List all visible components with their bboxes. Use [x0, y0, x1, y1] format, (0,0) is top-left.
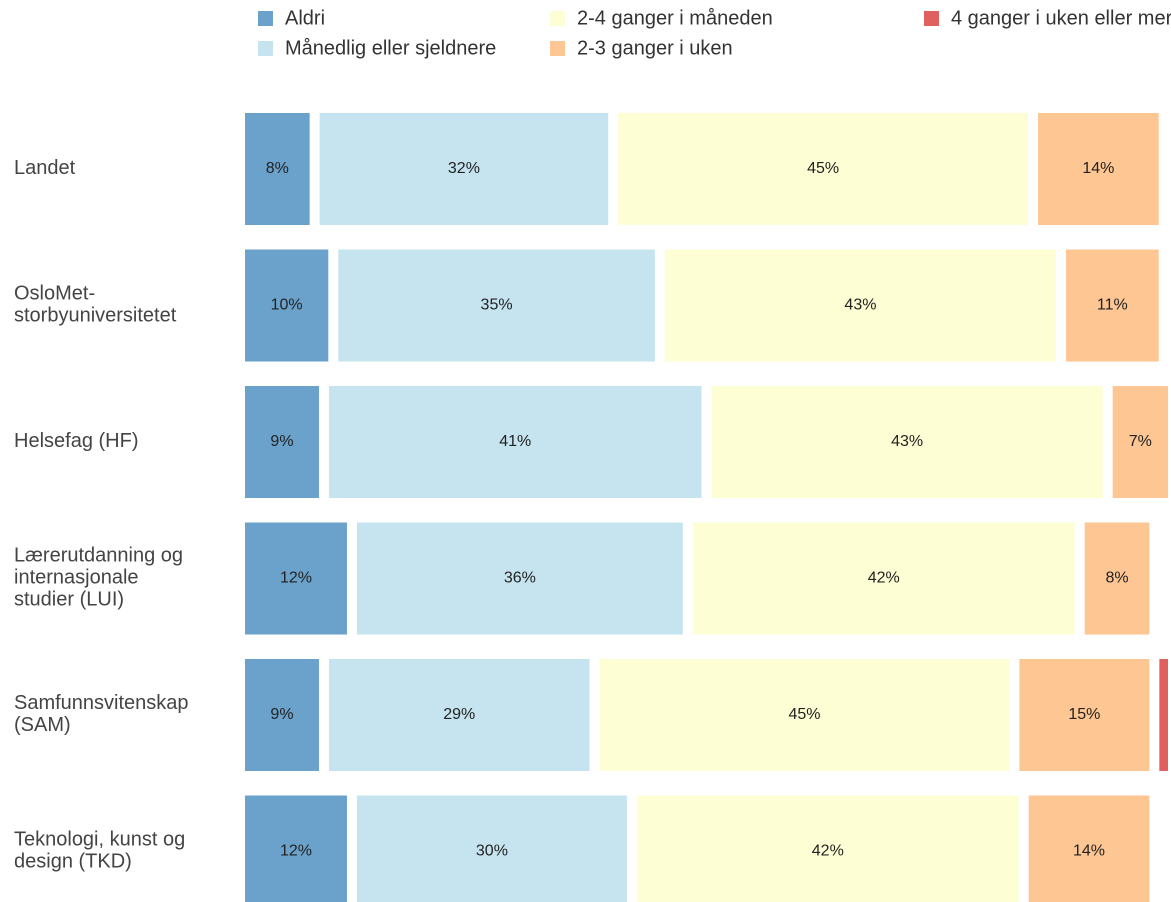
data-label: 7%: [1129, 433, 1152, 450]
data-label: 30%: [476, 843, 508, 860]
data-label: 42%: [868, 570, 900, 587]
data-label: 32%: [448, 160, 480, 177]
bar-segment: [245, 522, 347, 635]
bar-segment: [1038, 113, 1159, 225]
legend-swatch: [258, 11, 273, 26]
legend-swatch: [258, 41, 273, 56]
bar-segment: [245, 386, 319, 498]
bar-segment: [636, 795, 1019, 902]
bar-segment: [245, 659, 319, 771]
bar-segment: [356, 795, 627, 902]
data-label: 43%: [891, 433, 923, 450]
data-label: 8%: [1105, 570, 1128, 587]
legend-label: Månedlig eller sjeldnere: [285, 37, 496, 59]
bar-segment: [711, 386, 1103, 498]
bar-segment: [328, 386, 702, 498]
data-label: 9%: [270, 706, 293, 723]
bar-segment: [245, 113, 310, 225]
bar-segment: [356, 522, 683, 635]
bar-segment: [1159, 659, 1168, 771]
bar-segment: [245, 795, 347, 902]
bar-segment: [1084, 522, 1150, 635]
bar-segment: [1028, 795, 1150, 902]
data-label: 10%: [271, 297, 303, 314]
bar-segment: [599, 659, 1010, 771]
data-label: 43%: [844, 297, 876, 314]
data-label: 35%: [481, 297, 513, 314]
bar-segment: [1112, 386, 1168, 498]
data-label: 36%: [504, 570, 536, 587]
category-label: OsloMet-storbyuniversitetet: [14, 283, 177, 327]
category-label: Helsefag (HF): [14, 430, 138, 452]
data-label: 14%: [1082, 160, 1114, 177]
bar-segment: [1019, 659, 1150, 771]
data-label: 11%: [1097, 297, 1128, 314]
data-label: 15%: [1068, 706, 1100, 723]
bar-segment: [664, 249, 1057, 362]
bar-segment: [618, 113, 1029, 225]
data-label: 9%: [270, 433, 293, 450]
legend-label: 4 ganger i uken eller mer: [951, 7, 1171, 29]
data-label: 12%: [280, 570, 312, 587]
data-label: 42%: [812, 843, 844, 860]
data-label: 45%: [807, 160, 839, 177]
legend-swatch: [924, 11, 939, 26]
category-label: Samfunnsvitenskap (SAM): [14, 692, 194, 736]
bar-segment: [692, 522, 1075, 635]
bar-segment: [319, 113, 609, 225]
legend-label: Aldri: [285, 7, 325, 29]
data-label: 41%: [499, 433, 531, 450]
bar-segment: [338, 249, 655, 362]
category-label: Lærerutdanning og internasjonale studier…: [14, 545, 189, 611]
legend-swatch: [550, 41, 565, 56]
data-label: 29%: [443, 706, 475, 723]
bar-segment: [328, 659, 590, 771]
data-label: 8%: [266, 160, 289, 177]
legend-label: 2-4 ganger i måneden: [577, 7, 773, 29]
bar-segment: [245, 249, 329, 362]
data-label: 45%: [788, 706, 820, 723]
category-label: Landet: [14, 157, 76, 179]
bar-segment: [1066, 249, 1159, 362]
category-label: Teknologi, kunst og design (TKD): [14, 829, 191, 873]
legend-label: 2-3 ganger i uken: [577, 37, 733, 59]
legend-swatch: [550, 11, 565, 26]
data-label: 12%: [280, 843, 312, 860]
data-label: 14%: [1073, 843, 1105, 860]
